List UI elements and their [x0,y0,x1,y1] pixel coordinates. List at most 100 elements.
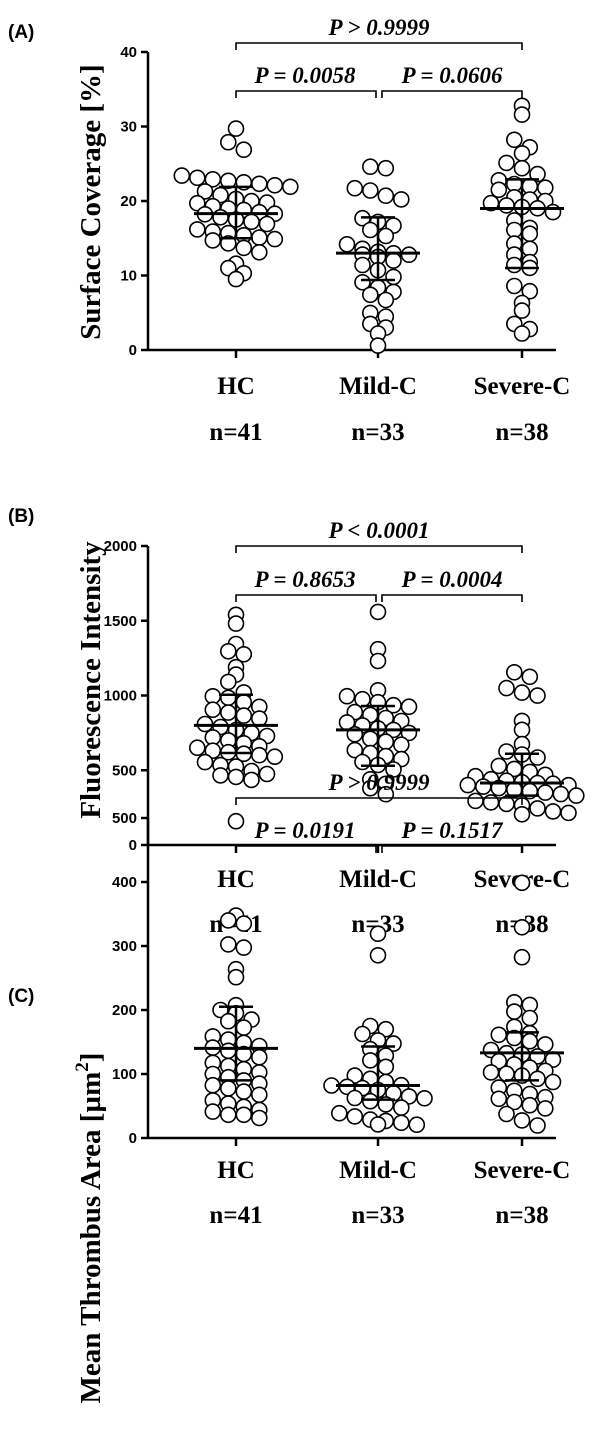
panel-b-data-point [252,711,267,726]
panel-b-data-point [530,750,545,765]
panel-a-data-point [252,230,267,245]
panel-c-data-point [530,1118,545,1133]
panel-a-category-label: Severe-C [474,373,571,400]
panel-c-p-value: P = 0.1517 [400,818,504,843]
panel-a-data-point [363,223,378,238]
panel-b-data-point [363,731,378,746]
panel-c-category-label: Severe-C [474,1157,571,1184]
panel-a: (A) Surface Coverage [%] 0 10 20 30 40 HC n=41… [8,15,570,446]
panel-a-data-point [515,146,530,161]
panel-a-data-point [363,287,378,302]
panel-c-data-point [515,950,530,965]
panel-c-data-point [205,1104,220,1119]
panel-c-data-point [522,1098,537,1113]
panel-a-data-point [244,214,259,229]
panel-c-data-point [371,948,386,963]
panel-a-data-point [515,107,530,122]
panel-b-data-point [236,708,251,723]
panel-c-data-point [221,913,236,928]
panel-b-data-point [515,685,530,700]
panel-a-data-point [267,178,282,193]
panel-b-data-point [561,805,576,820]
panel-a-category-label: HC [217,373,255,400]
panel-c-data-point [417,1091,432,1106]
panel-a-data-point [260,217,275,232]
panel-c-data-point [538,1101,553,1116]
panel-a-data-point [267,232,282,247]
panel-c-data-point [236,1107,251,1122]
panel-b-significance-bracket [236,595,376,602]
panel-a-data-point [378,229,393,244]
panel-b-data-point [468,793,483,808]
panel-c-data-point [371,1117,386,1132]
panel-b-label: (B) [8,506,34,527]
panel-a-data-point [371,338,386,353]
panel-c-data-point [484,1065,499,1080]
panel-b-data-point [394,737,409,752]
panel-a-data-point [205,233,220,248]
panel-a-significance-bracket [236,43,522,50]
panel-c-data-point [221,937,236,952]
panel-c-n-label: n=33 [351,1202,404,1229]
panel-c-significance-bracket [236,846,376,853]
panel-b-p-value: P = 0.0004 [400,567,502,592]
panel-a-data-point [229,272,244,287]
panel-b-data-point [221,644,236,659]
panel-a-data-point [229,121,244,136]
panel-c-data-point [546,1075,561,1090]
panel-a-data-point [355,258,370,273]
panel-a-data-point [340,237,355,252]
panel-c-data-point [252,1087,267,1102]
panel-b-data-point [515,722,530,737]
panel-a-p-value: P > 0.9999 [327,15,430,40]
panel-a-y-tick-label: 30 [120,119,137,136]
panel-a-data-point [378,293,393,308]
panel-b-category-label: Mild-C [339,866,417,893]
panel-a-data-point [515,161,530,176]
panel-c-data-point [515,1113,530,1128]
panel-a-y-axis-label: Surface Coverage [%] [75,64,107,339]
panel-a-data-point [515,303,530,318]
panel-c-category-label: Mild-C [339,1157,417,1184]
panel-c-data-point [236,916,251,931]
panel-c-y-tick-label: 300 [112,938,137,955]
panel-b-category-label: HC [217,866,255,893]
panel-a-data-point [363,183,378,198]
panel-c-data-point [515,875,530,890]
panel-b-data-point [499,681,514,696]
panel-a-data-point [402,247,417,262]
panel-b-data-point [507,665,522,680]
panel-b-data-point [355,755,370,770]
panel-b-y-tick-label: 1000 [104,688,137,705]
panel-a-n-label: n=41 [209,419,262,446]
panel-b-data-point [205,702,220,717]
panel-c-y-axis-label: Mean Thrombus Area [µm2] [72,1053,107,1404]
panel-c-data-point [252,1111,267,1126]
panel-a-data-point [190,170,205,185]
panel-c-data-point [355,1027,370,1042]
panel-c-data-point [522,1011,537,1026]
panel-b-significance-bracket [236,546,522,553]
panel-c-data-point [394,1115,409,1130]
panel-b-data-point [198,755,213,770]
panel-b-data-point [499,744,514,759]
panel-b-data-point [229,769,244,784]
panel-c-data-point [236,1020,251,1035]
panel-a-category-label: Mild-C [339,373,417,400]
panel-c-y-tick-label: 400 [112,874,137,891]
panel-a-data-point [190,222,205,237]
panel-c-data-point [363,1094,378,1109]
panel-a-data-point [499,198,514,213]
panel-a-data-point [386,269,401,284]
panel-a-data-point [213,210,228,225]
panel-b-data-point [213,768,228,783]
panel-b-data-point [371,654,386,669]
panel-c-y-tick-label: 0 [129,1130,137,1147]
panel-b-p-value: P = 0.8653 [253,567,355,592]
panel-a-n-label: n=33 [351,419,404,446]
panel-a-data-point [221,135,236,150]
panel-b-data-point [530,688,545,703]
panel-b-data-point [522,669,537,684]
panel-c-data-point [515,920,530,935]
panel-c-data-point [499,1107,514,1122]
